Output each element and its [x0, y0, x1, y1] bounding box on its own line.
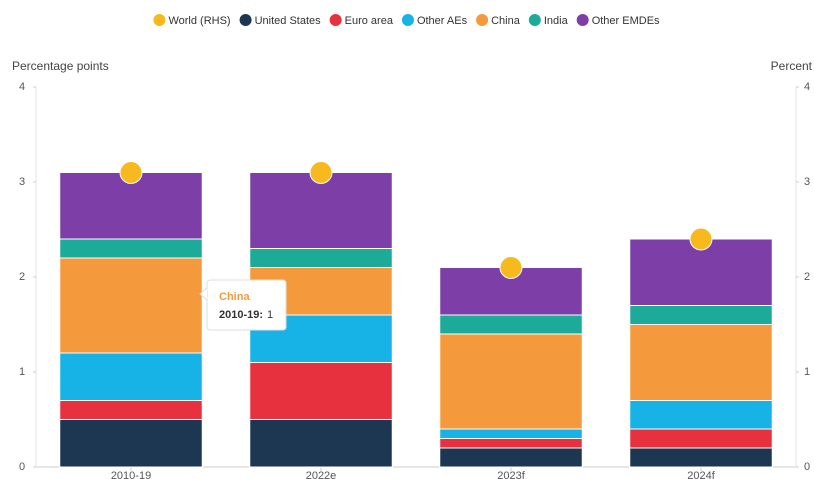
world-marker	[689, 227, 713, 251]
tooltip-category: 2010-19:	[219, 309, 263, 321]
x-tick-label: 2024f	[687, 470, 715, 479]
legend-swatch	[401, 14, 414, 26]
x-tick-label: 2023f	[497, 470, 525, 479]
bar-segment	[249, 172, 393, 249]
legend-label: India	[544, 15, 569, 27]
y-tick-label: 2	[19, 271, 25, 283]
bar-segment	[439, 447, 583, 468]
bar-segment	[59, 419, 203, 468]
tooltip-value: 1	[267, 309, 273, 321]
bar-segment	[249, 362, 393, 420]
bar-segment	[439, 428, 583, 439]
bar-segment	[439, 438, 583, 449]
legend-item: Other EMDEs	[576, 14, 660, 27]
y-tick-label: 4	[19, 81, 25, 93]
world-marker	[309, 161, 333, 184]
y2-tick-label: 2	[804, 271, 810, 283]
legend-swatch	[239, 14, 252, 26]
bar-segment	[439, 314, 583, 335]
legend-swatch	[576, 14, 589, 26]
y-axis-label: Percentage points	[12, 59, 109, 73]
x-tick-label: 2010-19	[111, 470, 151, 479]
tooltip: China 2010-19: 1	[199, 279, 287, 331]
bar-segment	[59, 352, 203, 401]
tooltip-pointer	[199, 287, 208, 301]
legend-item: India	[528, 14, 569, 27]
world-marker	[119, 161, 143, 184]
y-tick-label: 3	[19, 176, 25, 188]
legend-item: United States	[239, 14, 322, 27]
bar-segment	[629, 305, 773, 325]
bar-segment	[629, 428, 773, 449]
y2-tick-label: 3	[804, 176, 810, 188]
bar-segment	[629, 400, 773, 430]
bar-segment	[629, 324, 773, 401]
y2-tick-label: 4	[804, 81, 810, 93]
tooltip-title: China	[219, 291, 250, 303]
legend-item: Euro area	[329, 14, 394, 27]
legend-label: Other EMDEs	[592, 15, 660, 27]
legend-label: China	[491, 15, 521, 27]
y2-axis-label: Percent	[771, 59, 813, 73]
legend-item: Other AEs	[401, 14, 468, 27]
legend-swatch	[329, 14, 342, 26]
y-tick-label: 0	[19, 461, 25, 473]
legend-swatch	[153, 14, 166, 26]
legend-label: World (RHS)	[168, 15, 230, 27]
bar-segment	[629, 447, 773, 468]
legend-label: Other AEs	[417, 15, 468, 27]
legend-item: World (RHS)	[153, 14, 231, 27]
bar-segment	[439, 333, 583, 430]
x-tick-label: 2022e	[306, 470, 337, 479]
bar-segment	[59, 257, 203, 354]
legend-label: Euro area	[345, 15, 394, 27]
y2-tick-label: 1	[804, 366, 810, 378]
world-marker	[499, 256, 523, 279]
legend: World (RHS) United States Euro area Other A…	[153, 14, 660, 27]
legend-item: China	[476, 14, 521, 27]
y2-tick-label: 0	[804, 461, 810, 473]
bar-segment	[249, 248, 393, 268]
bar-segment	[59, 400, 203, 420]
legend-swatch	[476, 14, 489, 26]
legend-swatch	[528, 14, 541, 26]
tooltip-box	[206, 279, 287, 331]
y-tick-label: 1	[19, 366, 25, 378]
legend-label: United States	[255, 15, 322, 27]
bar-segment	[249, 419, 393, 468]
bar-segment	[59, 238, 203, 259]
